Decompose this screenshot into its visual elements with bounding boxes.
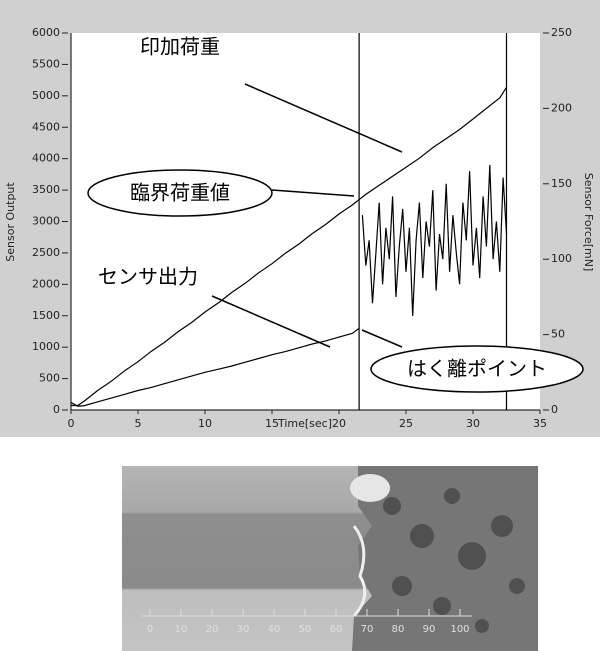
y-axis-label: Sensor Output [4, 182, 17, 262]
scale-label: 0 [147, 624, 153, 635]
y-tick-label: 5500 [32, 57, 60, 70]
y2-tick-label: 250 [551, 26, 572, 39]
y2-tick-label: 200 [551, 101, 572, 114]
y-tick-label: 4000 [32, 152, 60, 165]
x-tick-label: 15 [265, 417, 279, 430]
x-tick-label: 25 [399, 417, 413, 430]
x-tick-label: 10 [198, 417, 212, 430]
series-label: センサ出力 [98, 265, 198, 289]
y-tick-label: 4500 [32, 120, 60, 133]
y2-tick-label: 100 [551, 252, 572, 265]
scale-label: 100 [450, 624, 469, 635]
x-tick-label: 20 [332, 417, 346, 430]
scale-label: 60 [330, 624, 343, 635]
y-tick-label: 6000 [32, 26, 60, 39]
scale-label: 10 [175, 624, 188, 635]
photo: 0 10 20 30 40 50 60 70 80 90 100 [122, 466, 538, 651]
y-tick-label: 5000 [32, 89, 60, 102]
x-tick-label: 5 [135, 417, 142, 430]
scale-label: 80 [392, 624, 405, 635]
y-tick-label: 0 [53, 403, 60, 416]
y-tick-label: 1000 [32, 340, 60, 353]
y2-tick-label: 0 [551, 403, 558, 416]
y2-tick-label: 150 [551, 177, 572, 190]
scale-label: 90 [423, 624, 436, 635]
x-axis-label: Time[sec] [277, 417, 332, 430]
scale-label: 20 [206, 624, 219, 635]
x-tick-label: 30 [466, 417, 480, 430]
x-tick-label: 35 [533, 417, 547, 430]
y-tick-label: 1500 [32, 309, 60, 322]
annotation: 臨界荷重値 [130, 181, 230, 205]
y2-tick-label: 50 [551, 328, 565, 341]
y-tick-label: 2000 [32, 277, 60, 290]
chart: Time[sec] Sensor Output Sensor Force[mN]… [0, 0, 600, 437]
series-label: 印加荷重 [140, 35, 220, 59]
y-tick-label: 500 [39, 372, 60, 385]
bubble [350, 474, 390, 502]
annotation: はく離ポイント [407, 357, 547, 381]
x-tick-label: 0 [68, 417, 75, 430]
scale-label: 70 [361, 624, 374, 635]
scale-label: 40 [268, 624, 281, 635]
scale-label: 50 [299, 624, 312, 635]
y2-axis-label: Sensor Force[mN] [582, 173, 595, 272]
y-tick-label: 3500 [32, 183, 60, 196]
y-tick-label: 3000 [32, 215, 60, 228]
page: {"chart_data": {"type": "line", "xlabel"… [0, 0, 600, 651]
y-tick-label: 2500 [32, 246, 60, 259]
scale-label: 30 [237, 624, 250, 635]
